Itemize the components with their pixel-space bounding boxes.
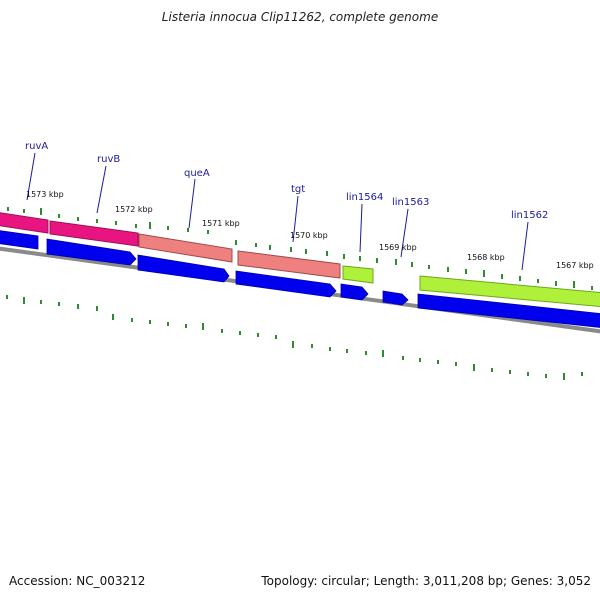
kbp-label: 1567 kbp xyxy=(556,261,594,270)
kbp-label: 1573 kbp xyxy=(26,190,64,199)
map-title: Listeria innocua Clip11262, complete gen… xyxy=(161,10,439,24)
gene-label-lin1563[interactable]: lin1563 xyxy=(392,197,429,208)
feature-bands xyxy=(0,212,600,308)
cds-arrow[interactable] xyxy=(235,270,337,298)
gene-label-lin1564[interactable]: lin1564 xyxy=(346,192,383,203)
kbp-label: 1571 kbp xyxy=(202,219,240,228)
accession-text: Accession: NC_003212 xyxy=(9,574,146,588)
cds-arrow[interactable] xyxy=(0,230,39,250)
ruvb-band[interactable] xyxy=(49,220,139,247)
kbp-label: 1570 kbp xyxy=(290,231,328,240)
cds-arrow[interactable] xyxy=(137,254,230,283)
cds-arrow[interactable] xyxy=(417,293,600,328)
outer-tick-marks xyxy=(7,207,593,290)
cds-arrow[interactable] xyxy=(340,283,369,301)
quea-band[interactable] xyxy=(138,233,233,263)
lin1562-band[interactable] xyxy=(419,275,600,308)
tgt-band[interactable] xyxy=(237,250,341,279)
gene-label-tgt[interactable]: tgt xyxy=(291,184,305,195)
cds-arrow[interactable] xyxy=(382,290,409,306)
kbp-label: 1568 kbp xyxy=(467,253,505,262)
gene-label-quea[interactable]: queA xyxy=(184,168,210,179)
lin1564-band[interactable] xyxy=(342,265,374,284)
ruva-band[interactable] xyxy=(0,212,49,234)
gene-leader-lines xyxy=(26,152,529,271)
kbp-label: 1569 kbp xyxy=(379,243,417,252)
cds-arrow[interactable] xyxy=(46,238,137,266)
gene-label-ruva[interactable]: ruvA xyxy=(25,141,48,152)
inner-tick-marks xyxy=(6,295,583,380)
kbp-scale-labels: 1573 kbp 1572 kbp 1571 kbp 1570 kbp 1569… xyxy=(26,190,594,270)
kbp-label: 1572 kbp xyxy=(115,205,153,214)
gene-label-lin1562[interactable]: lin1562 xyxy=(511,210,548,221)
genome-summary-text: Topology: circular; Length: 3,011,208 bp… xyxy=(261,574,591,588)
gene-label-ruvb[interactable]: ruvB xyxy=(97,154,120,165)
gene-labels: ruvA ruvB queA tgt lin1564 lin1563 lin15… xyxy=(25,141,548,221)
cds-arrows xyxy=(0,230,600,328)
